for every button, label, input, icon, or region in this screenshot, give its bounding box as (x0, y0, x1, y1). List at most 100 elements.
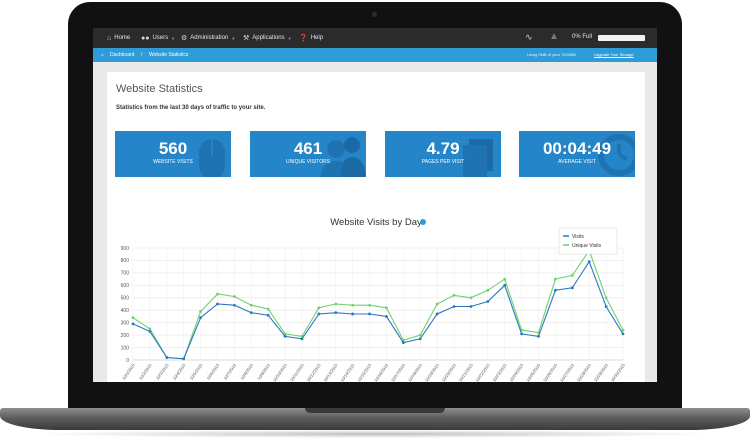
nav-help[interactable]: ❓ Help (299, 28, 323, 48)
data-point (351, 303, 355, 307)
data-point (249, 311, 253, 315)
y-tick-label: 600 (121, 283, 130, 289)
data-point (283, 334, 287, 338)
laptop-base (0, 408, 750, 430)
data-point (469, 305, 473, 308)
storage-usage-text: Using 0MB of your 7000MB (527, 52, 576, 57)
x-tick-label: 10/7/2015 (222, 362, 237, 381)
x-tick-label: 10/27/2015 (559, 362, 576, 382)
data-point (266, 307, 270, 311)
data-point (587, 260, 591, 264)
x-tick-label: 10/24/2015 (508, 362, 525, 382)
x-tick-label: 10/1/2015 (121, 362, 136, 381)
x-tick-label: 10/6/2015 (206, 362, 221, 381)
data-point (604, 305, 608, 308)
data-point (182, 357, 186, 361)
data-point (469, 296, 473, 300)
y-tick-label: 800 (121, 258, 130, 264)
wrench-icon: ⚒ (243, 34, 250, 42)
data-point (165, 356, 169, 359)
stat-unique-visitors: 461 Unique Visitors (250, 131, 366, 177)
x-tick-label: 10/10/2015 (272, 362, 289, 382)
data-point (317, 312, 321, 316)
x-tick-label: 10/19/2015 (424, 362, 441, 382)
x-tick-label: 10/14/2015 (339, 362, 356, 382)
upgrade-storage-link[interactable]: Upgrade Your Storage (594, 52, 634, 57)
nav-users-label: Users (152, 35, 169, 41)
data-point (486, 288, 490, 292)
x-tick-label: 10/25/2015 (525, 362, 542, 382)
data-point (452, 293, 456, 297)
data-point (216, 302, 219, 306)
data-point (148, 327, 152, 331)
data-point (334, 311, 338, 315)
x-tick-label: 10/20/2015 (441, 362, 458, 382)
stat-label: Pages per Visit (421, 159, 465, 165)
x-tick-label: 10/3/2015 (155, 362, 170, 381)
data-point (351, 312, 355, 316)
pulse-icon[interactable]: ∿ (525, 32, 533, 42)
data-point (554, 277, 557, 281)
nav-applications-label: Applications (252, 35, 285, 41)
laptop-shadow (30, 430, 720, 438)
nav-users[interactable]: ●● Users ▼ (141, 28, 175, 48)
nav-applications[interactable]: ⚒ Applications ▼ (243, 28, 292, 48)
data-point (621, 328, 625, 332)
nav-home-label: Home (114, 35, 131, 41)
data-point (418, 333, 422, 337)
data-point (401, 341, 405, 344)
nav-home[interactable]: ⌂ Home (107, 28, 130, 48)
stat-average-visit: 00:04:49 Average Visit (519, 131, 635, 177)
data-point (283, 332, 287, 336)
stat-label: Website Visits (153, 159, 193, 165)
stat-website-visits: 560 Website Visits (115, 131, 231, 177)
y-tick-label: 400 (121, 308, 130, 314)
nav-help-label: Help (310, 35, 324, 41)
x-tick-label: 10/22/2015 (475, 362, 492, 382)
y-tick-label: 900 (121, 246, 130, 252)
stat-pages-per-visit: 4.79 Pages per Visit (385, 131, 501, 177)
camera-dot (372, 12, 377, 17)
x-tick-label: 10/15/2015 (356, 362, 373, 382)
home-icon[interactable]: ⌂ (101, 52, 105, 58)
statistics-panel: Website Statistics Statistics from the l… (107, 72, 645, 382)
x-tick-label: 10/18/2015 (407, 362, 424, 382)
data-point (503, 283, 507, 287)
x-tick-label: 10/16/2015 (373, 362, 390, 382)
storage-usage-label: 0% Full (572, 34, 593, 40)
x-tick-label: 10/26/2015 (542, 362, 559, 382)
x-tick-label: 10/29/2015 (593, 362, 610, 382)
stat-value: 00:04:49 (542, 139, 612, 158)
mouse-icon (199, 139, 225, 177)
legend-label: Visits (572, 234, 584, 240)
warning-icon[interactable]: ▲ (549, 31, 559, 42)
x-tick-label: 10/21/2015 (458, 362, 475, 382)
y-tick-label: 700 (121, 271, 130, 277)
website-visits-chart: Website Visits by Day 0 100 200 300 400 500 600… (107, 192, 645, 382)
x-tick-label: 10/30/2015 (610, 362, 627, 382)
people-icon (320, 137, 366, 177)
line-chart: Website Visits by Day 0 100 200 300 400 500 600… (121, 217, 627, 382)
nav-administration[interactable]: ⚙ Administration ▼ (181, 28, 235, 48)
x-tick-label: 10/8/2015 (239, 362, 254, 381)
data-point (503, 277, 507, 281)
data-point (570, 286, 574, 290)
stat-label: Unique Visitors (285, 159, 331, 165)
stat-value: 560 (158, 139, 188, 158)
data-point (385, 306, 388, 310)
home-icon: ⌂ (107, 34, 112, 42)
data-point (300, 337, 304, 341)
top-navbar: ⌂ Home ●● Users ▼ ⚙ Administration ▼ ⚒ A… (93, 28, 657, 48)
stat-value: 461 (293, 139, 323, 158)
legend-box (558, 227, 618, 255)
data-point (334, 302, 338, 306)
breadcrumb-separator: / (141, 52, 143, 58)
y-tick-label: 300 (121, 320, 130, 326)
data-point (452, 305, 456, 308)
data-point (604, 296, 608, 300)
data-point (148, 329, 152, 333)
y-tick-label: 200 (121, 333, 130, 339)
x-tick-label: 10/9/2015 (256, 362, 271, 381)
chart-title: Website Visits by Day (330, 217, 422, 228)
breadcrumb-dashboard[interactable]: Dashboard (110, 52, 135, 58)
